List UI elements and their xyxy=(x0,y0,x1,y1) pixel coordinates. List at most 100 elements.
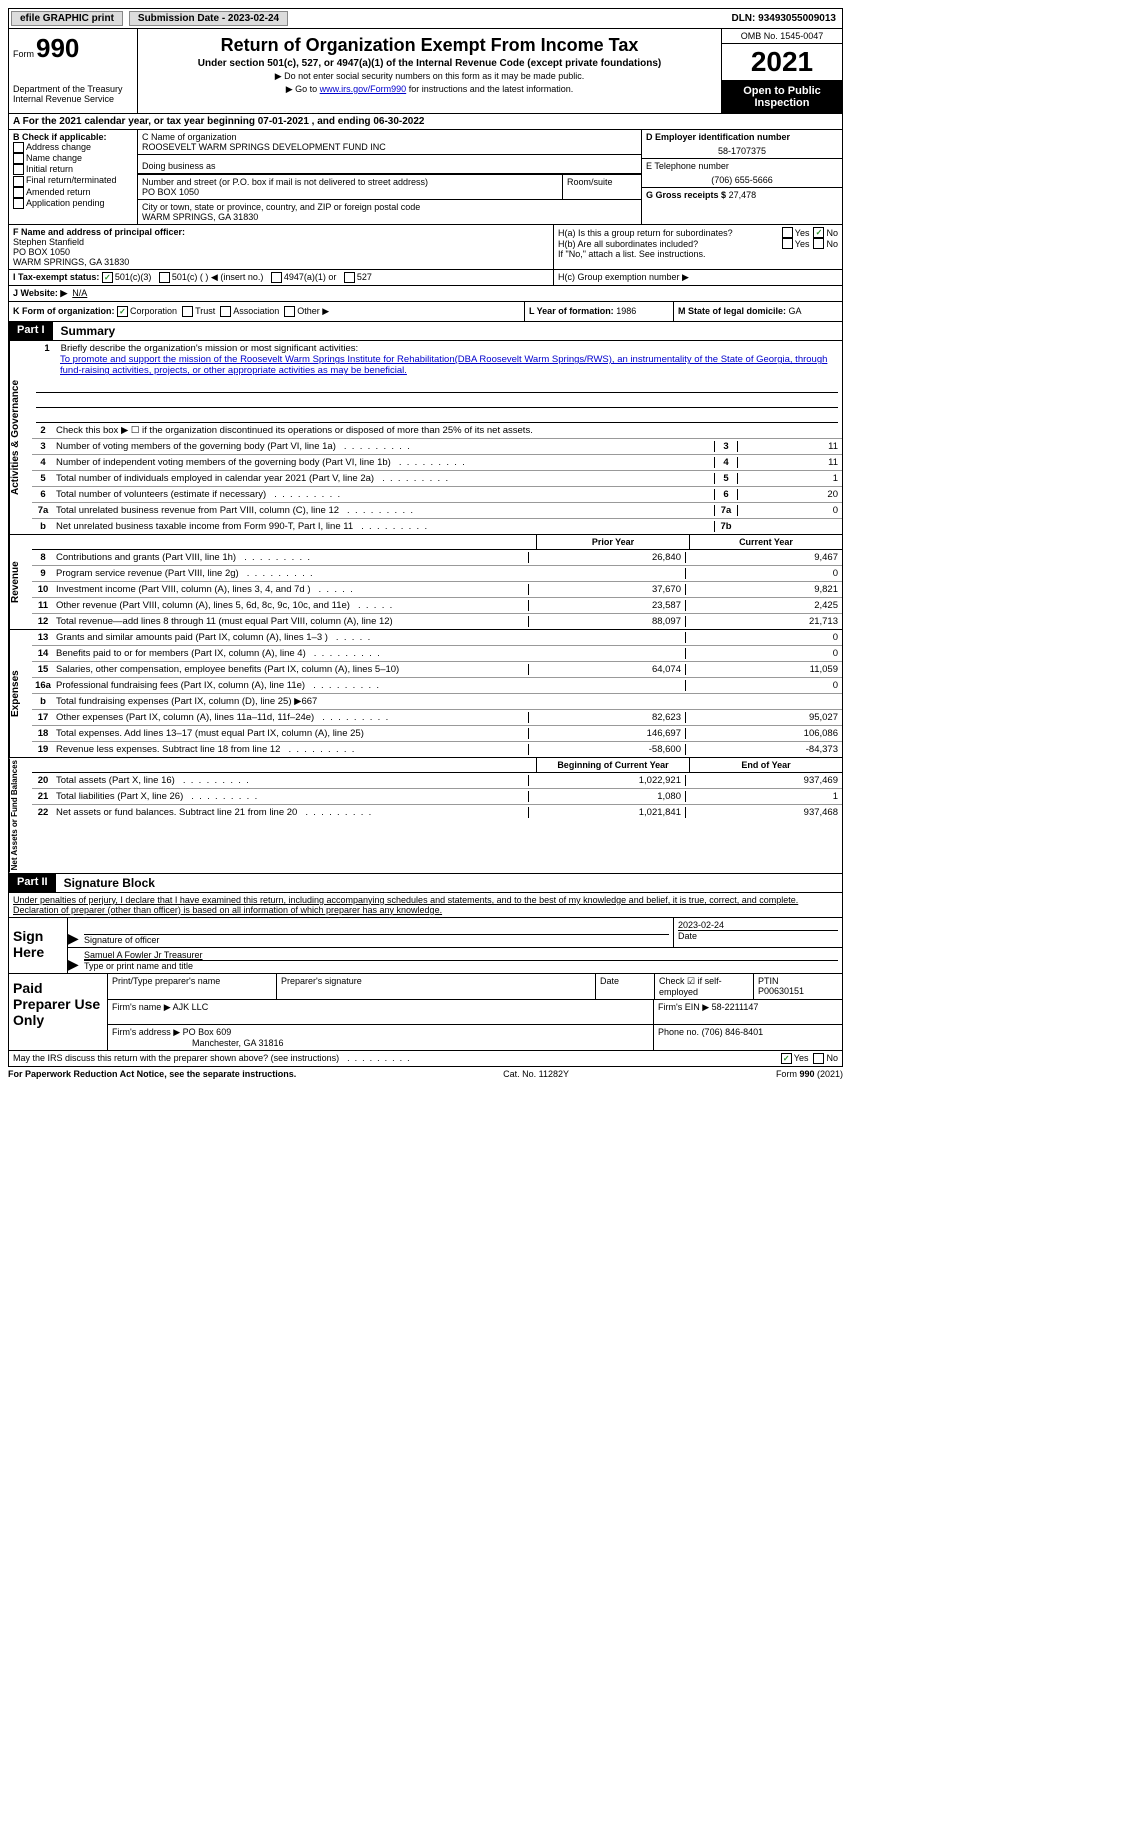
website-value: N/A xyxy=(72,288,87,298)
i-4947[interactable] xyxy=(271,272,282,283)
k-corp[interactable] xyxy=(117,306,128,317)
title-cell: Return of Organization Exempt From Incom… xyxy=(138,29,721,113)
l6-desc: Total number of volunteers (estimate if … xyxy=(54,489,714,500)
sidebar-expenses: Expenses xyxy=(9,630,32,757)
efile-button[interactable]: efile GRAPHIC print xyxy=(11,11,123,26)
ha-yes[interactable] xyxy=(782,227,793,238)
mission-text: To promote and support the mission of th… xyxy=(60,354,838,376)
form-word: Form xyxy=(13,49,34,59)
d-value: 58-1707375 xyxy=(646,146,838,156)
mission-line-2 xyxy=(36,393,838,408)
col-m: M State of legal domicile: GA xyxy=(673,302,842,321)
note-url-post: for instructions and the latest informat… xyxy=(406,84,573,94)
check-pending[interactable] xyxy=(13,198,24,209)
hb-no[interactable] xyxy=(813,238,824,249)
ha-no[interactable] xyxy=(813,227,824,238)
paid-preparer-section: Paid Preparer Use Only Print/Type prepar… xyxy=(8,974,843,1051)
part1-header: Part I Summary xyxy=(8,322,843,341)
prep-label: Paid Preparer Use Only xyxy=(9,974,107,1050)
f-street: PO BOX 1050 xyxy=(13,247,549,257)
arrow-icon: ▶ xyxy=(68,948,80,973)
i-501c[interactable] xyxy=(159,272,170,283)
top-bar: efile GRAPHIC print Submission Date - 20… xyxy=(8,8,843,29)
cn-3: 3 xyxy=(714,441,737,452)
v-6: 20 xyxy=(737,489,842,500)
part2-label: Part II xyxy=(9,874,56,892)
col-h: H(a) Is this a group return for subordin… xyxy=(554,225,842,269)
b-label: B Check if applicable: xyxy=(13,132,133,142)
ein-value: 58-2211147 xyxy=(712,1002,759,1012)
row-a: A For the 2021 calendar year, or tax yea… xyxy=(8,114,843,130)
check-final[interactable] xyxy=(13,176,24,187)
submission-date-button[interactable]: Submission Date - 2023-02-24 xyxy=(129,11,288,26)
section-activities: Activities & Governance 1 Briefly descri… xyxy=(8,341,843,535)
cn-6: 6 xyxy=(714,489,737,500)
signature-line xyxy=(84,920,669,935)
ptin-value: P00630151 xyxy=(758,986,838,996)
v-4: 11 xyxy=(737,457,842,468)
footer-mid: Cat. No. 11282Y xyxy=(503,1069,569,1079)
mission-line-3 xyxy=(36,408,838,423)
part1-label: Part I xyxy=(9,322,53,340)
discuss-yes[interactable] xyxy=(781,1053,792,1064)
g-value: 27,478 xyxy=(729,190,757,200)
i-527[interactable] xyxy=(344,272,355,283)
e-label: E Telephone number xyxy=(646,161,838,171)
i-501c3[interactable] xyxy=(102,272,113,283)
col-hc: H(c) Group exemption number ▶ xyxy=(553,270,842,285)
form-subtitle: Under section 501(c), 527, or 4947(a)(1)… xyxy=(142,58,717,69)
row-j: J Website: ▶ N/A xyxy=(8,286,843,302)
check-address[interactable] xyxy=(13,142,24,153)
inspection-banner: Open to Public Inspection xyxy=(722,81,842,113)
discuss-no[interactable] xyxy=(813,1053,824,1064)
irs-label: Internal Revenue Service xyxy=(13,94,133,104)
cn-5: 5 xyxy=(714,473,737,484)
sign-date-label: Date xyxy=(678,931,838,941)
irs-url-link[interactable]: www.irs.gov/Form990 xyxy=(320,84,407,94)
row-bcde: B Check if applicable: Address change Na… xyxy=(8,130,843,225)
form-id-cell: Form 990 Department of the Treasury Inte… xyxy=(9,29,138,113)
k-assoc[interactable] xyxy=(220,306,231,317)
ln-6: 6 xyxy=(32,489,54,500)
phone-label: Phone no. xyxy=(658,1027,699,1037)
form-number: 990 xyxy=(36,33,79,64)
dln: DLN: 93493055009013 xyxy=(731,13,840,24)
h-note: If "No," attach a list. See instructions… xyxy=(558,249,838,259)
ln-5: 5 xyxy=(32,473,54,484)
addr-label: Firm's address ▶ xyxy=(112,1027,180,1037)
sig-label: Signature of officer xyxy=(84,935,669,945)
note-url-pre: ▶ Go to xyxy=(286,84,320,94)
ptin-label: PTIN xyxy=(758,976,838,986)
k-other[interactable] xyxy=(284,306,295,317)
col-c: C Name of organization ROOSEVELT WARM SP… xyxy=(138,130,641,224)
part1-title: Summary xyxy=(53,322,124,340)
ln-1: 1 xyxy=(36,343,58,354)
l7b-desc: Net unrelated business taxable income fr… xyxy=(54,521,714,532)
check-amended[interactable] xyxy=(13,187,24,198)
sidebar-revenue: Revenue xyxy=(9,535,32,629)
mission-line-1 xyxy=(36,378,838,393)
form-990-container: efile GRAPHIC print Submission Date - 20… xyxy=(8,8,843,1079)
prep-c3: Date xyxy=(596,974,655,999)
year-cell: OMB No. 1545-0047 2021 Open to Public In… xyxy=(721,29,842,113)
sign-here-label: Sign Here xyxy=(9,918,67,973)
hc-curr: Current Year xyxy=(689,535,842,549)
check-name-change[interactable] xyxy=(13,153,24,164)
ln-7a: 7a xyxy=(32,505,54,516)
l4-desc: Number of independent voting members of … xyxy=(54,457,714,468)
footer-left: For Paperwork Reduction Act Notice, see … xyxy=(8,1069,296,1079)
part2-header: Part II Signature Block xyxy=(8,874,843,893)
v-3: 11 xyxy=(737,441,842,452)
l3-desc: Number of voting members of the governin… xyxy=(54,441,714,452)
ln-4: 4 xyxy=(32,457,54,468)
row-i: I Tax-exempt status: 501(c)(3) 501(c) ( … xyxy=(8,270,843,286)
check-initial[interactable] xyxy=(13,164,24,175)
row-fh: F Name and address of principal officer:… xyxy=(8,225,843,270)
cn-4: 4 xyxy=(714,457,737,468)
k-trust[interactable] xyxy=(182,306,193,317)
arrow-icon: ▶ xyxy=(68,918,80,947)
hc-prior: Prior Year xyxy=(536,535,689,549)
section-expenses: Expenses 13Grants and similar amounts pa… xyxy=(8,630,843,758)
ln-7bb: b xyxy=(32,521,54,532)
hb-yes[interactable] xyxy=(782,238,793,249)
